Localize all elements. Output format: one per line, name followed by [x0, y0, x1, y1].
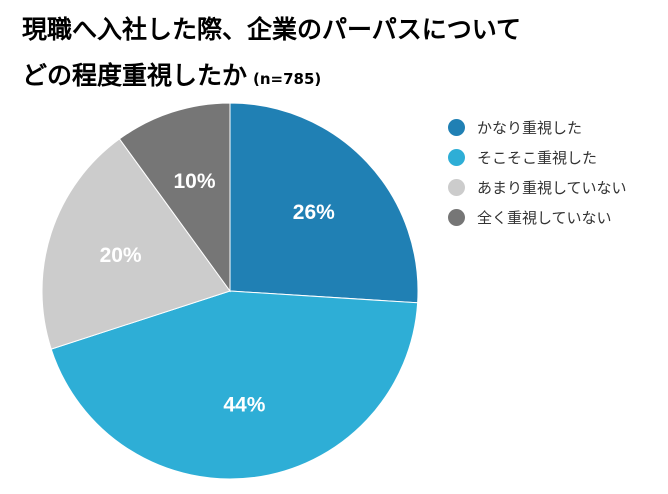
- legend-swatch: [448, 148, 465, 166]
- legend-item: かなり重視した: [448, 112, 627, 142]
- pie-slice: [229, 102, 419, 304]
- chart-title: 現職へ入社した際、企業のパーパスについて どの程度重視したか (n=785): [22, 12, 662, 97]
- pie-data-label: 20%: [100, 244, 142, 267]
- legend-item: あまり重視していない: [448, 172, 627, 202]
- pie-slice: [118, 102, 231, 293]
- pie-data-label: 10%: [173, 170, 215, 193]
- legend-swatch: [448, 208, 465, 226]
- chart-title-line2: どの程度重視したか (n=785): [22, 58, 662, 97]
- legend-item: 全く重視していない: [448, 202, 627, 232]
- sample-size: (n=785): [253, 70, 322, 88]
- chart-legend: かなり重視した そこそこ重視した あまり重視していない 全く重視していない: [448, 112, 627, 232]
- pie-slice: [41, 138, 231, 350]
- legend-item: そこそこ重視した: [448, 142, 627, 172]
- pie-slices: [41, 102, 419, 480]
- pie-data-labels: 26% 44% 20% 10%: [100, 170, 336, 417]
- legend-label: あまり重視していない: [477, 178, 627, 197]
- pie-data-label: 44%: [223, 394, 265, 417]
- chart-title-line1: 現職へ入社した際、企業のパーパスについて: [22, 15, 522, 44]
- legend-swatch: [448, 178, 465, 196]
- pie-slice: [50, 290, 419, 480]
- chart-title-line2-text: どの程度重視したか: [22, 61, 248, 90]
- legend-label: 全く重視していない: [477, 208, 612, 227]
- legend-swatch: [448, 118, 465, 136]
- legend-label: かなり重視した: [477, 118, 583, 137]
- pie-data-label: 26%: [293, 201, 335, 224]
- legend-label: そこそこ重視した: [477, 148, 598, 167]
